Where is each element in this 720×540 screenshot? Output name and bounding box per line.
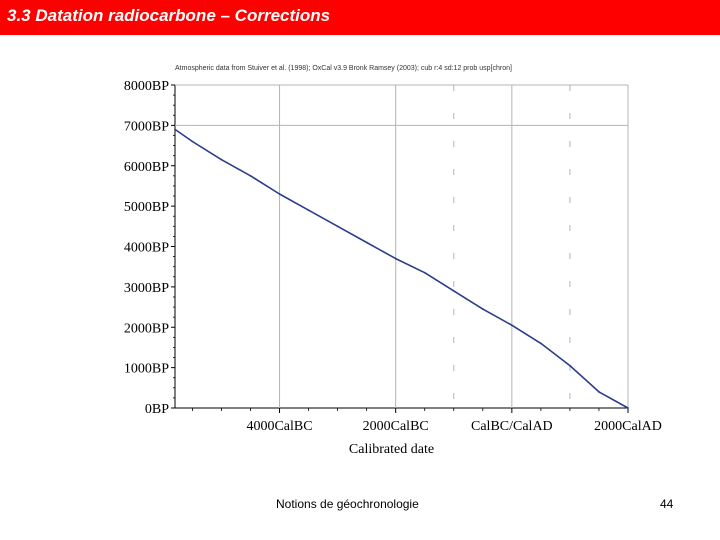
x-tick-label: 4000CalBC xyxy=(246,419,312,434)
curve-point xyxy=(249,174,252,177)
curve-point xyxy=(174,128,176,131)
curve-point xyxy=(510,324,513,327)
footer-text: Notions de géochronologie xyxy=(276,497,419,511)
y-tick-label: 8000BP xyxy=(124,79,169,94)
curve-point xyxy=(627,407,629,409)
y-tick-label: 2000BP xyxy=(124,321,169,336)
y-tick-label: 0BP xyxy=(145,402,169,417)
x-axis-label: Calibrated date xyxy=(349,442,434,457)
curve-point xyxy=(569,364,571,367)
title-bar: 3.3 Datation radiocarbone – Corrections xyxy=(0,0,720,35)
y-tick-label: 3000BP xyxy=(124,281,169,296)
y-tick-label: 6000BP xyxy=(124,160,169,175)
curve-point xyxy=(365,241,368,244)
curve-point xyxy=(220,158,223,161)
curve-point xyxy=(394,257,397,260)
calibration-curve xyxy=(174,128,629,409)
curve-point xyxy=(452,290,455,292)
y-tick-label: 5000BP xyxy=(124,200,169,215)
x-tick-label: 2000CalAD xyxy=(594,419,662,434)
x-tick-label: CalBC/CalAD xyxy=(471,419,553,434)
x-tick-label: 2000CalBC xyxy=(363,419,429,434)
y-tick-label: 1000BP xyxy=(124,362,169,377)
slide-title: 3.3 Datation radiocarbone – Corrections xyxy=(7,6,331,25)
page-number: 44 xyxy=(660,497,674,511)
curve-point xyxy=(423,271,426,274)
curve-point xyxy=(539,342,542,345)
curve-point xyxy=(191,140,194,143)
chart-caption: Atmospheric data from Stuiver et al. (19… xyxy=(175,65,512,72)
curve-point xyxy=(307,209,310,212)
y-tick-label: 7000BP xyxy=(124,119,169,134)
y-tick-label: 4000BP xyxy=(124,241,169,256)
curve-point xyxy=(598,390,600,393)
curve-point xyxy=(481,308,484,310)
curve-point xyxy=(278,193,281,195)
curve-point xyxy=(336,225,339,228)
